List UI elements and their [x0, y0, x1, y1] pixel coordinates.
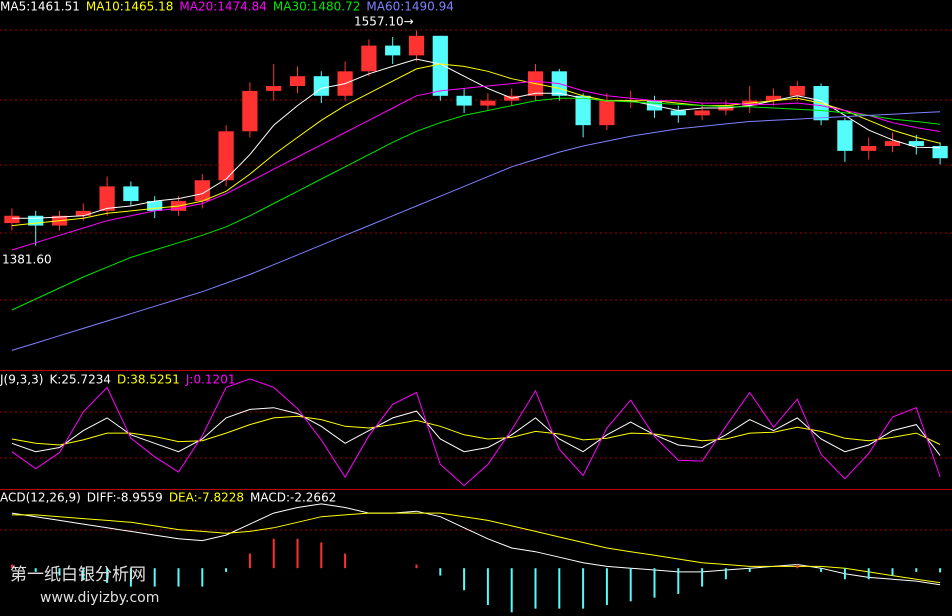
candle-body: [147, 201, 163, 211]
candle-body: [670, 110, 686, 116]
indicator-label: ACD(12,26,9): [0, 491, 81, 505]
high-annotation: 1557.10→: [354, 15, 414, 29]
indicator-label: DIFF:-8.9559: [87, 491, 163, 505]
low-annotation: 1381.60: [2, 253, 52, 267]
indicator-label: MA5:1461.51: [0, 0, 80, 14]
candle-body: [908, 141, 924, 146]
candle-body: [99, 186, 115, 211]
candle-body: [932, 145, 948, 159]
indicator-line: [11, 63, 941, 227]
indicator-label: DEA:-7.8228: [169, 491, 244, 505]
candle-body: [408, 35, 425, 56]
indicator-label: MACD:-2.2662: [250, 491, 336, 505]
candle-body: [432, 35, 448, 96]
candle-body: [694, 110, 710, 116]
indicator-line: [11, 80, 941, 251]
candle-body: [575, 95, 591, 126]
candle-body: [884, 141, 901, 146]
candle-body: [765, 95, 782, 101]
candle-body: [861, 145, 877, 151]
indicator-line: [11, 378, 941, 487]
candle-body: [123, 186, 139, 202]
indicator-label: J(9,3,3): [0, 373, 43, 387]
watermark: www.diyizby.com: [40, 590, 159, 606]
indicator-label: MA60:1490.94: [366, 0, 454, 14]
marks: [4, 30, 948, 613]
candle-body: [266, 86, 282, 91]
indicator-label: MA10:1465.18: [86, 0, 174, 14]
candle-body: [361, 45, 377, 72]
candle-body: [75, 210, 91, 216]
candle-body: [480, 100, 496, 106]
indicator-line: [11, 111, 941, 351]
watermark: 第一纸白银分析网: [10, 565, 146, 585]
candle-body: [4, 215, 20, 224]
indicator-line: [11, 407, 941, 456]
candle-body: [28, 215, 44, 226]
indicator-label: MA20:1474.84: [179, 0, 267, 14]
candle-body: [289, 76, 306, 86]
candle-body: [456, 95, 472, 106]
candle-body: [599, 100, 615, 126]
indicator-line: [11, 503, 941, 586]
candle-body: [242, 90, 258, 132]
candle-body: [218, 131, 234, 181]
indicator-label: J:0.1201: [185, 373, 236, 387]
candle-body: [194, 180, 210, 202]
candle-body: [385, 45, 401, 56]
candle-body: [837, 120, 853, 151]
indicator-line: [11, 415, 941, 446]
indicator-line: [11, 512, 941, 584]
indicator-line: [11, 97, 941, 311]
indicator-line: [11, 58, 941, 219]
indicator-label: K:25.7234: [49, 373, 111, 387]
indicator-label: D:38.5251: [117, 373, 180, 387]
candle-body: [789, 86, 805, 96]
indicator-label: MA30:1480.72: [273, 0, 361, 14]
